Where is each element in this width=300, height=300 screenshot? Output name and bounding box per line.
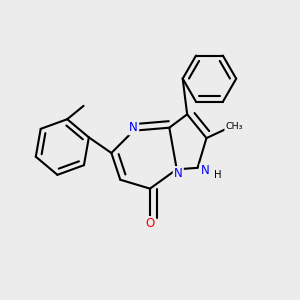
- Text: O: O: [146, 217, 154, 230]
- Text: N: N: [174, 167, 183, 180]
- Text: N: N: [201, 164, 209, 177]
- Text: H: H: [214, 170, 221, 180]
- Text: CH₃: CH₃: [225, 122, 243, 131]
- Text: N: N: [129, 121, 138, 134]
